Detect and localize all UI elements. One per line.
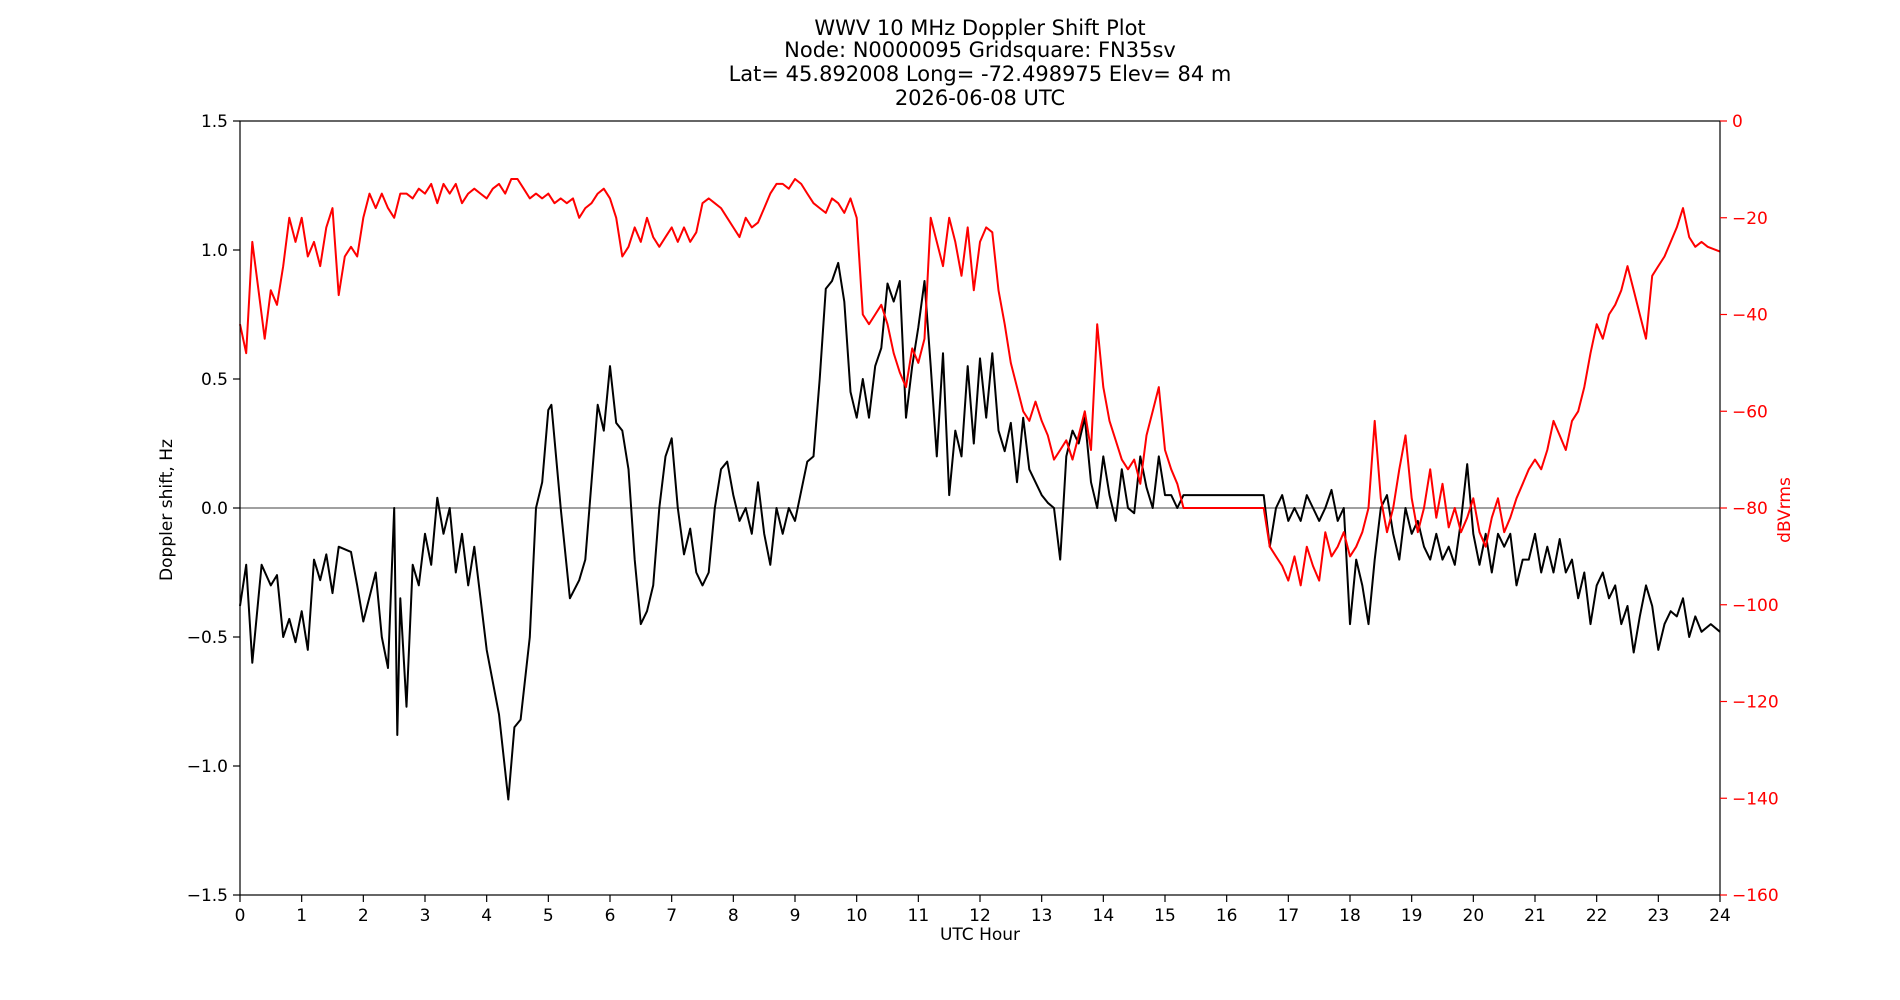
x-tick-label: 10 bbox=[846, 906, 868, 926]
title-line-3: Lat= 45.892008 Long= -72.498975 Elev= 84… bbox=[729, 62, 1232, 86]
plot-area: 0 1 2 3 4 5 6 7 8 9 10 11 12 13 14 15 16 17 18 19 20 21 22 23 24… bbox=[187, 112, 1779, 926]
x-tick-label: 6 bbox=[605, 906, 616, 926]
x-tick-label: 15 bbox=[1154, 906, 1176, 926]
y-right-tick-label: −140 bbox=[1732, 789, 1779, 809]
x-tick-label: 14 bbox=[1093, 906, 1115, 926]
x-axis-label: UTC Hour bbox=[940, 925, 1020, 945]
y-left-tick-label: −0.5 bbox=[187, 628, 228, 648]
y-right-tick-label: −40 bbox=[1732, 306, 1768, 326]
y-axis-left-label: Doppler shift, Hz bbox=[157, 439, 177, 581]
x-tick-label: 2 bbox=[358, 906, 369, 926]
y-right-tick-label: −80 bbox=[1732, 499, 1768, 519]
x-tick-label: 7 bbox=[666, 906, 677, 926]
y-left-tick-label: 1.5 bbox=[201, 112, 228, 132]
title-line-1: WWV 10 MHz Doppler Shift Plot bbox=[814, 16, 1145, 40]
x-tick-label: 8 bbox=[728, 906, 739, 926]
y-left-tick-label: 1.0 bbox=[201, 241, 228, 261]
y-left-tick-label: 0.0 bbox=[201, 499, 228, 519]
x-tick-label: 19 bbox=[1401, 906, 1423, 926]
x-tick-label: 17 bbox=[1278, 906, 1300, 926]
y-left-tick-label: 0.5 bbox=[201, 370, 228, 390]
title-line-4: 2026-06-08 UTC bbox=[895, 86, 1065, 110]
x-tick-label: 13 bbox=[1031, 906, 1053, 926]
x-tick-label: 9 bbox=[790, 906, 801, 926]
x-tick-label: 12 bbox=[969, 906, 991, 926]
x-tick-label: 1 bbox=[296, 906, 307, 926]
y-axis-right-label: dBVrms bbox=[1775, 477, 1795, 543]
x-tick-label: 22 bbox=[1586, 906, 1608, 926]
x-tick-label: 23 bbox=[1648, 906, 1670, 926]
x-tick-label: 11 bbox=[908, 906, 930, 926]
y-right-tick-label: −100 bbox=[1732, 596, 1779, 616]
x-tick-label: 4 bbox=[481, 906, 492, 926]
x-tick-label: 21 bbox=[1524, 906, 1546, 926]
y-right-tick-label: −60 bbox=[1732, 402, 1768, 422]
title-line-2: Node: N0000095 Gridsquare: FN35sv bbox=[784, 38, 1176, 62]
y-right-tick-label: −120 bbox=[1732, 693, 1779, 713]
y-right-tick-label: −160 bbox=[1732, 886, 1779, 906]
power-dbvrms-line bbox=[239, 178, 1721, 587]
y-right-tick-label: −20 bbox=[1732, 209, 1768, 229]
x-tick-label: 18 bbox=[1339, 906, 1361, 926]
x-tick-label: 16 bbox=[1216, 906, 1238, 926]
x-tick-label: 24 bbox=[1709, 906, 1731, 926]
y-right-tick-label: 0 bbox=[1732, 112, 1743, 132]
doppler-shift-line bbox=[239, 261, 1721, 801]
x-tick-label: 3 bbox=[420, 906, 431, 926]
x-tick-label: 20 bbox=[1463, 906, 1485, 926]
chart-title: WWV 10 MHz Doppler Shift Plot Node: N000… bbox=[729, 16, 1232, 110]
y-left-tick-label: −1.0 bbox=[187, 757, 228, 777]
y-left-tick-label: −1.5 bbox=[187, 886, 228, 906]
x-tick-label: 5 bbox=[543, 906, 554, 926]
x-tick-label: 0 bbox=[235, 906, 246, 926]
